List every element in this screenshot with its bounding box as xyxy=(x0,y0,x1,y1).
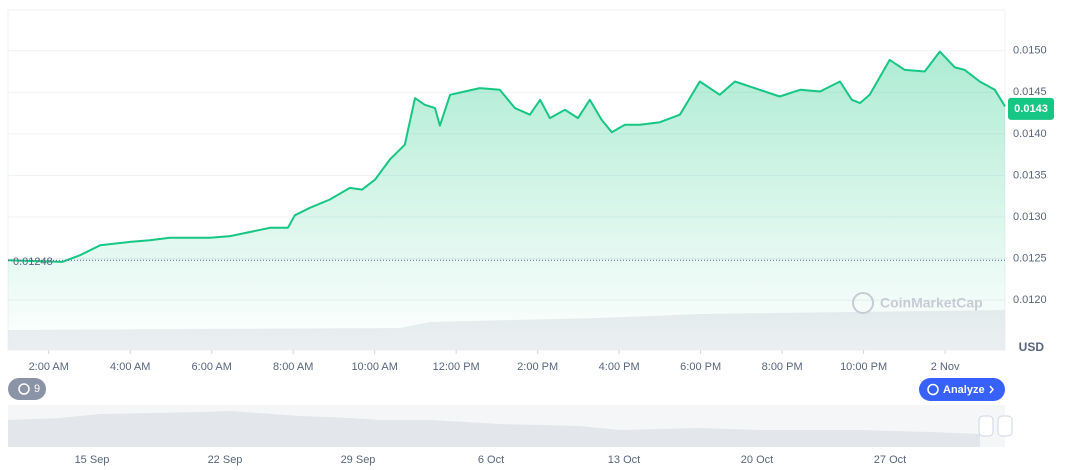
y-tick-label: 0.0125 xyxy=(1013,252,1047,264)
x-tick-label: 2:00 AM xyxy=(29,361,69,373)
navigator-area xyxy=(8,411,980,447)
price-line xyxy=(7,50,1006,263)
x-tick-label: 10:00 AM xyxy=(351,361,397,373)
x-tick-label: 10:00 PM xyxy=(840,361,887,373)
y-tick-label: 0.0145 xyxy=(1013,86,1047,98)
x-tick-label: 2:00 PM xyxy=(517,361,558,373)
y-tick-label: 0.0135 xyxy=(1013,169,1047,181)
navigator-label: 13 Oct xyxy=(608,454,640,466)
navigator-label: 22 Sep xyxy=(208,454,243,466)
x-tick-label: 8:00 PM xyxy=(762,361,803,373)
y-tick-label: 0.0150 xyxy=(1013,45,1047,57)
current-price-badge xyxy=(1008,97,1054,120)
navigator-label: 27 Oct xyxy=(874,454,906,466)
y-tick-label: 0.0140 xyxy=(1013,128,1047,140)
x-tick-label: 8:00 AM xyxy=(273,361,313,373)
x-tick-label: 6:00 AM xyxy=(192,361,232,373)
navigator-label: 6 Oct xyxy=(478,454,504,466)
history-button[interactable]: 9 xyxy=(8,378,46,400)
price-area xyxy=(8,51,1005,350)
y-tick-label: 0.0130 xyxy=(1013,211,1047,223)
history-count[interactable]: 9 xyxy=(34,383,40,395)
navigator-handle[interactable] xyxy=(978,415,994,437)
current-price-label: 0.0143 xyxy=(1014,103,1048,115)
x-tick-label: 4:00 PM xyxy=(599,361,640,373)
x-tick-label: 6:00 PM xyxy=(680,361,721,373)
y-axis-label: USD xyxy=(1019,340,1045,354)
x-tick-label: 12:00 PM xyxy=(433,361,480,373)
analyze-label[interactable]: Analyze xyxy=(943,384,985,396)
navigator-handle[interactable] xyxy=(997,415,1013,437)
navigator-label: 29 Sep xyxy=(341,454,376,466)
navigator-label: 20 Oct xyxy=(741,454,773,466)
analyze-button[interactable]: Analyze xyxy=(919,378,1005,401)
x-tick-label: 2 Nov xyxy=(931,361,960,373)
baseline-label: 0.01248 xyxy=(13,256,53,268)
x-tick-label: 4:00 AM xyxy=(110,361,150,373)
watermark-text: CoinMarketCap xyxy=(880,295,983,311)
watermark: CoinMarketCap xyxy=(852,292,983,314)
y-tick-label: 0.0120 xyxy=(1013,294,1047,306)
navigator-label: 15 Sep xyxy=(75,454,110,466)
